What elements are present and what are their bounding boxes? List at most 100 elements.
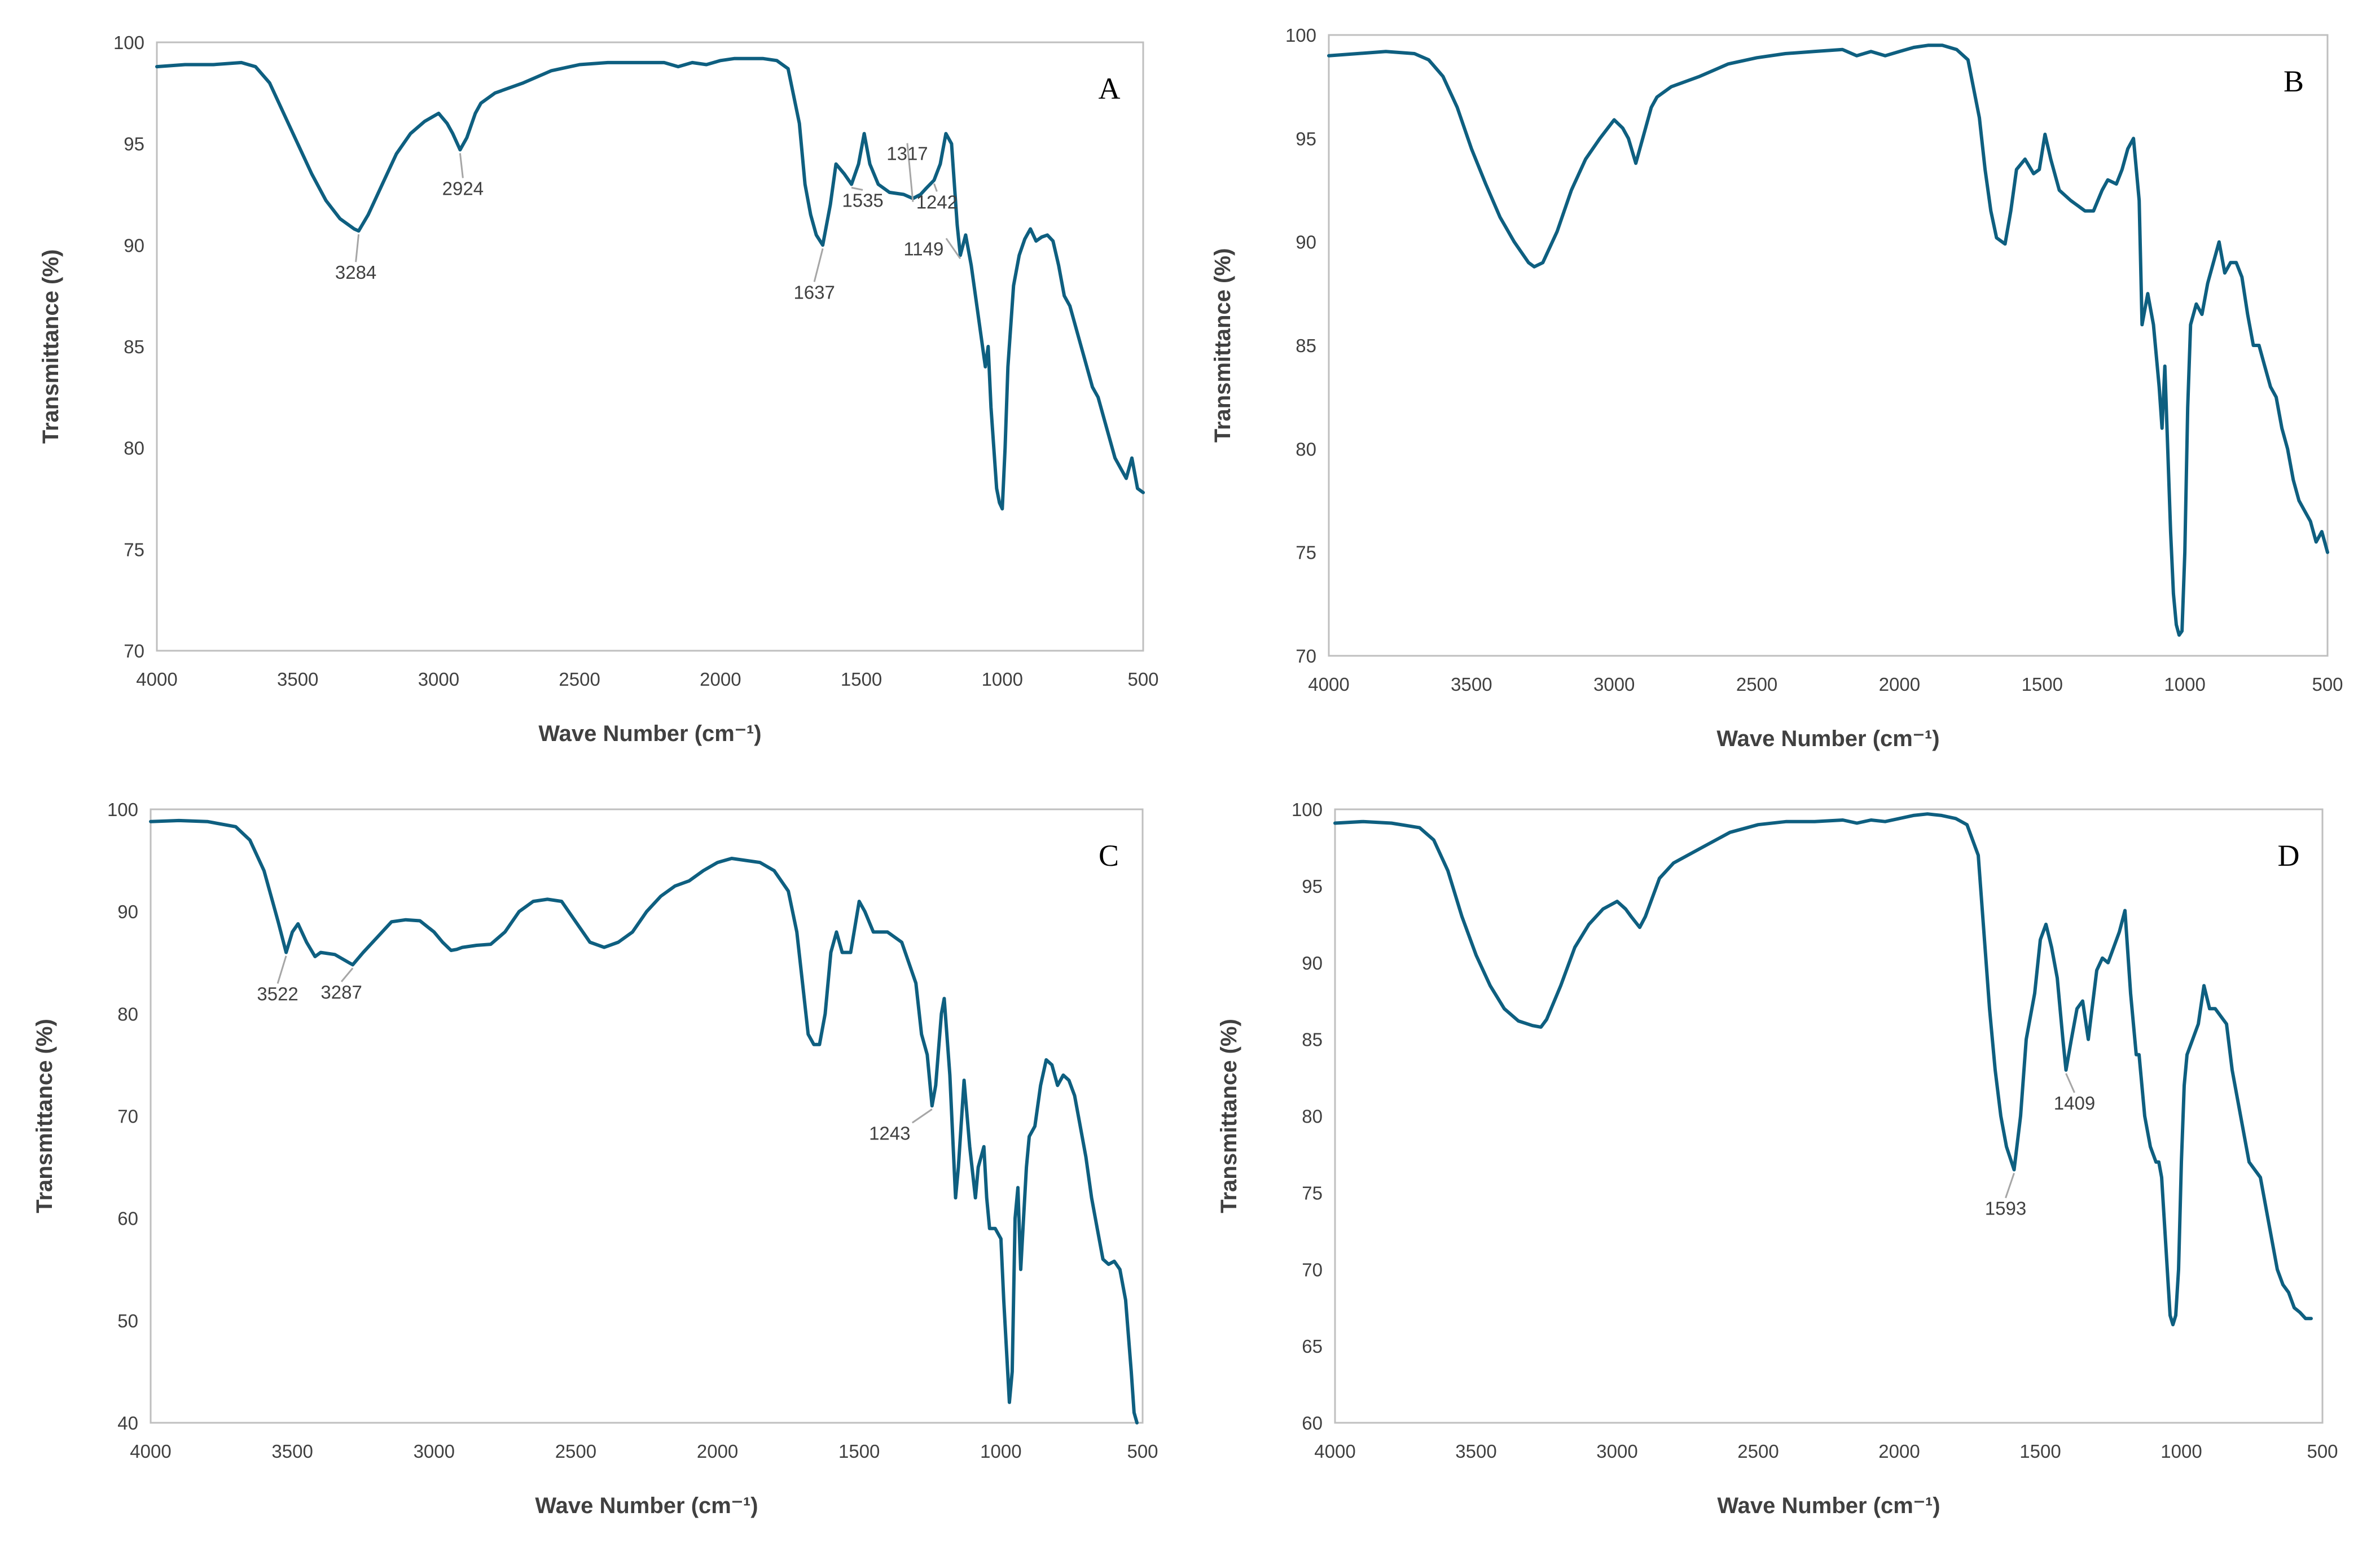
y-tick-label: 70 bbox=[117, 1106, 138, 1127]
x-tick-label: 2000 bbox=[1878, 1441, 1920, 1462]
x-tick-label: 2000 bbox=[697, 1441, 738, 1462]
plot-frame bbox=[1334, 808, 2324, 1424]
annotation-leader bbox=[933, 183, 938, 192]
x-tick-label: 3500 bbox=[271, 1441, 313, 1462]
x-axis-label: Wave Number (cm⁻¹) bbox=[535, 1493, 758, 1518]
x-tick-label: 2000 bbox=[700, 669, 741, 690]
x-tick-label: 3500 bbox=[1455, 1441, 1496, 1462]
peak-annotation: 1243 bbox=[869, 1123, 910, 1143]
peak-annotation: 1535 bbox=[842, 190, 883, 211]
y-tick-label: 90 bbox=[1296, 232, 1316, 253]
y-tick-label: 60 bbox=[1302, 1413, 1323, 1434]
x-axis-label: Wave Number (cm⁻¹) bbox=[538, 721, 761, 746]
annotation-leader bbox=[813, 248, 824, 282]
y-tick-label: 80 bbox=[1302, 1106, 1323, 1127]
y-tick-label: 85 bbox=[1302, 1029, 1323, 1050]
y-tick-label: 90 bbox=[124, 235, 144, 256]
x-tick-label: 1000 bbox=[2161, 1441, 2202, 1462]
x-tick-label: 1000 bbox=[982, 669, 1023, 690]
spectrum-line bbox=[149, 818, 1139, 1424]
peak-annotation: 1242 bbox=[916, 191, 958, 212]
y-tick-label: 100 bbox=[113, 32, 144, 53]
peak-annotation: 3284 bbox=[335, 262, 376, 283]
plot-frame bbox=[1328, 34, 2329, 657]
x-tick-label: 2500 bbox=[1737, 1441, 1779, 1462]
panel-label: A bbox=[1099, 72, 1121, 106]
y-tick-label: 75 bbox=[124, 539, 144, 560]
panel-label: B bbox=[2284, 64, 2304, 98]
y-tick-label: 75 bbox=[1302, 1182, 1323, 1203]
annotation-leader bbox=[276, 955, 287, 984]
y-tick-label: 70 bbox=[1296, 646, 1316, 667]
x-tick-label: 3000 bbox=[1593, 674, 1635, 695]
chart-panel-c: 40 50 60 70 80 90 100 4000 3500 3000 2500 2000 1500 1… bbox=[32, 799, 1158, 1518]
spectrum-line bbox=[1333, 812, 2313, 1327]
y-tick-label: 95 bbox=[1302, 876, 1323, 897]
y-tick-label: 80 bbox=[1296, 439, 1316, 459]
x-axis-label: Wave Number (cm⁻¹) bbox=[1716, 726, 1939, 751]
spectrum-line bbox=[1327, 43, 2329, 637]
annotation-leader bbox=[2005, 1173, 2015, 1199]
y-tick-label: 70 bbox=[1302, 1259, 1323, 1280]
x-tick-label: 2500 bbox=[555, 1441, 596, 1462]
y-tick-label: 85 bbox=[1296, 335, 1316, 356]
chart-panel-a: 70 75 80 85 90 95 100 4000 3500 3000 2500 2000 1500 1… bbox=[38, 32, 1159, 746]
y-tick-label: 100 bbox=[1285, 25, 1316, 46]
y-tick-label: 100 bbox=[107, 799, 138, 820]
annotation-leader bbox=[340, 967, 354, 983]
x-tick-label: 4000 bbox=[130, 1441, 171, 1462]
x-tick-label: 1000 bbox=[2164, 674, 2205, 695]
chart-panel-d: 60 65 70 75 80 85 90 95 100 4000 3500 3000 2500 2000 1… bbox=[1217, 799, 2338, 1518]
y-tick-label: 95 bbox=[1296, 128, 1316, 149]
y-axis-label: Transmittance (%) bbox=[1217, 1019, 1241, 1213]
y-tick-label: 75 bbox=[1296, 542, 1316, 563]
x-tick-label: 500 bbox=[2307, 1441, 2338, 1462]
y-axis-label: Transmittance (%) bbox=[32, 1019, 57, 1213]
x-tick-label: 1500 bbox=[2019, 1441, 2061, 1462]
x-tick-label: 500 bbox=[1127, 1441, 1158, 1462]
x-tick-label: 2000 bbox=[1879, 674, 1920, 695]
y-tick-label: 50 bbox=[117, 1310, 138, 1331]
annotation-leader bbox=[2065, 1073, 2075, 1093]
y-tick-label: 100 bbox=[1292, 799, 1323, 820]
annotation-leader bbox=[355, 234, 360, 262]
peak-annotation: 1637 bbox=[793, 282, 835, 303]
x-tick-label: 2500 bbox=[1736, 674, 1777, 695]
y-tick-label: 40 bbox=[117, 1413, 138, 1434]
x-tick-label: 4000 bbox=[1314, 1441, 1355, 1462]
x-axis-label: Wave Number (cm⁻¹) bbox=[1717, 1493, 1940, 1518]
annotation-leader bbox=[851, 187, 863, 191]
y-tick-label: 90 bbox=[1302, 953, 1323, 974]
x-tick-label: 500 bbox=[1127, 669, 1158, 690]
x-tick-label: 2500 bbox=[559, 669, 600, 690]
y-axis-label: Transmittance (%) bbox=[1210, 248, 1235, 443]
x-tick-label: 1500 bbox=[2022, 674, 2063, 695]
peak-annotation: 1317 bbox=[886, 143, 928, 164]
y-tick-label: 60 bbox=[117, 1208, 138, 1229]
y-axis-label: Transmittance (%) bbox=[38, 249, 63, 444]
x-tick-label: 3000 bbox=[1596, 1441, 1637, 1462]
annotation-leader bbox=[911, 1108, 933, 1124]
x-tick-label: 3500 bbox=[277, 669, 318, 690]
x-tick-label: 3000 bbox=[418, 669, 459, 690]
x-tick-label: 4000 bbox=[136, 669, 177, 690]
y-tick-label: 90 bbox=[117, 901, 138, 922]
plot-frame bbox=[156, 41, 1144, 652]
y-tick-label: 70 bbox=[124, 641, 144, 661]
spectrum-line bbox=[155, 56, 1145, 511]
annotation-leader bbox=[945, 238, 961, 260]
chart-panel-b: 70 75 80 85 90 95 100 4000 3500 3000 2500 2000 1500 1… bbox=[1210, 25, 2343, 751]
x-tick-label: 500 bbox=[2312, 674, 2343, 695]
peak-annotation: 1409 bbox=[2054, 1093, 2095, 1114]
panel-label: C bbox=[1099, 839, 1119, 873]
annotation-leader bbox=[906, 143, 914, 202]
x-tick-label: 1500 bbox=[838, 1441, 880, 1462]
y-tick-label: 65 bbox=[1302, 1336, 1323, 1357]
y-tick-label: 85 bbox=[124, 336, 144, 357]
panel-label: D bbox=[2278, 839, 2300, 873]
annotation-leader bbox=[459, 153, 464, 178]
peak-annotation: 3522 bbox=[257, 984, 298, 1005]
peak-annotation: 1149 bbox=[903, 238, 943, 259]
